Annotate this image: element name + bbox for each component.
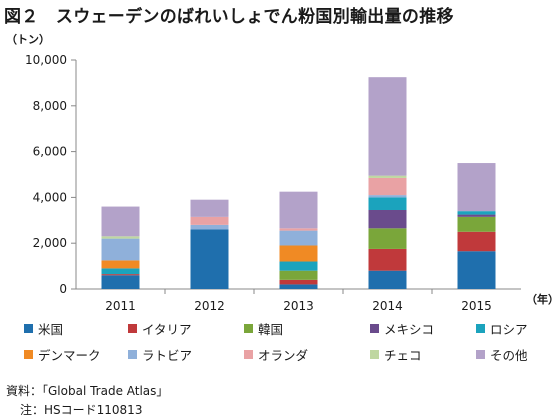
legend-item: チェコ <box>370 344 422 364</box>
x-tick-label: 2015 <box>461 299 492 313</box>
legend-item: デンマーク <box>24 344 101 364</box>
legend-item: メキシコ <box>370 318 434 338</box>
bar-segment <box>101 275 140 289</box>
x-tick-label: 2011 <box>105 299 136 313</box>
y-tick-label: 2,000 <box>33 236 67 250</box>
x-axis-label: （年） <box>526 292 559 306</box>
bar-segment <box>368 270 407 289</box>
bar-segment <box>190 224 229 230</box>
bar-segment <box>190 229 229 289</box>
bar-segment <box>368 175 407 178</box>
bar-segment <box>279 228 318 231</box>
bar-segment <box>101 260 140 269</box>
legend-label: オランダ <box>258 347 309 363</box>
bar-segment <box>101 268 140 275</box>
legend-label: その他 <box>490 347 528 363</box>
bar-segment <box>457 211 496 215</box>
legend-swatch <box>128 349 137 359</box>
bar-segment <box>368 248 407 271</box>
bar-segment <box>101 274 140 276</box>
legend-swatch <box>370 323 379 333</box>
x-tick-label: 2012 <box>194 299 225 313</box>
legend-swatch <box>476 323 485 333</box>
footnote: 注：HSコード110813 <box>20 403 143 417</box>
bar-segment <box>279 261 318 271</box>
bar-segment <box>190 199 229 217</box>
legend-item: 米国 <box>24 318 63 338</box>
bar-segment <box>368 195 407 198</box>
y-tick-label: 4,000 <box>33 190 67 204</box>
legend-label: 韓国 <box>258 321 284 337</box>
bar-segment <box>457 214 496 217</box>
bar-segment <box>368 197 407 210</box>
bar-segment <box>279 270 318 280</box>
legend-swatch <box>244 349 253 359</box>
bar-segment <box>457 163 496 212</box>
y-tick-label: 10,000 <box>25 53 67 67</box>
stacked-bar-chart: 0 2,000 4,000 6,000 8,000 10,000 （トン） （年） 2011 20… <box>6 33 559 313</box>
legend-swatch <box>370 349 379 359</box>
bar-segment <box>368 209 407 229</box>
y-axis-label: （トン） <box>6 33 50 46</box>
bar-segment <box>457 251 496 289</box>
legend-item: オランダ <box>244 344 308 364</box>
bar-segment <box>279 279 318 285</box>
x-tick-label: 2014 <box>372 299 403 313</box>
bar-segment <box>368 77 407 176</box>
bar-segment <box>279 284 318 289</box>
bar-segment <box>190 216 229 225</box>
legend-swatch <box>476 349 485 359</box>
legend-item: 韓国 <box>244 318 283 338</box>
legend-item: その他 <box>476 344 528 364</box>
chart-title: 図２ スウェーデンのばれいしょでん粉国別輸出量の推移 <box>4 7 454 27</box>
legend-label: ロシア <box>490 321 528 337</box>
legend-swatch <box>244 323 253 333</box>
bar-segment <box>101 206 140 237</box>
y-tick-label: 6,000 <box>33 145 67 159</box>
legend-swatch <box>24 323 33 333</box>
legend-item: イタリア <box>128 318 192 338</box>
bar-segment <box>457 231 496 252</box>
bar-segment <box>101 236 140 239</box>
source-note: 資料：「Global Trade Atlas」 <box>6 384 169 398</box>
bar-segment <box>279 245 318 262</box>
bar-segment <box>101 238 140 261</box>
legend-label: メキシコ <box>384 321 435 337</box>
legend-item: ロシア <box>476 318 528 338</box>
legend-item: ラトビア <box>128 344 192 364</box>
bar-segment <box>279 191 318 229</box>
y-tick-label: 8,000 <box>33 99 67 113</box>
y-tick-label: 0 <box>59 282 67 296</box>
bar-segment <box>457 216 496 232</box>
legend-label: イタリア <box>142 321 192 337</box>
bar-segment <box>368 177 407 196</box>
legend-label: ラトビア <box>142 347 193 363</box>
legend-swatch <box>24 349 33 359</box>
legend-label: デンマーク <box>38 347 101 363</box>
legend-label: チェコ <box>384 347 422 363</box>
x-tick-label: 2013 <box>283 299 314 313</box>
legend-swatch <box>128 323 137 333</box>
legend-label: 米国 <box>38 321 64 337</box>
bar-segment <box>279 230 318 246</box>
bar-segment <box>368 228 407 249</box>
